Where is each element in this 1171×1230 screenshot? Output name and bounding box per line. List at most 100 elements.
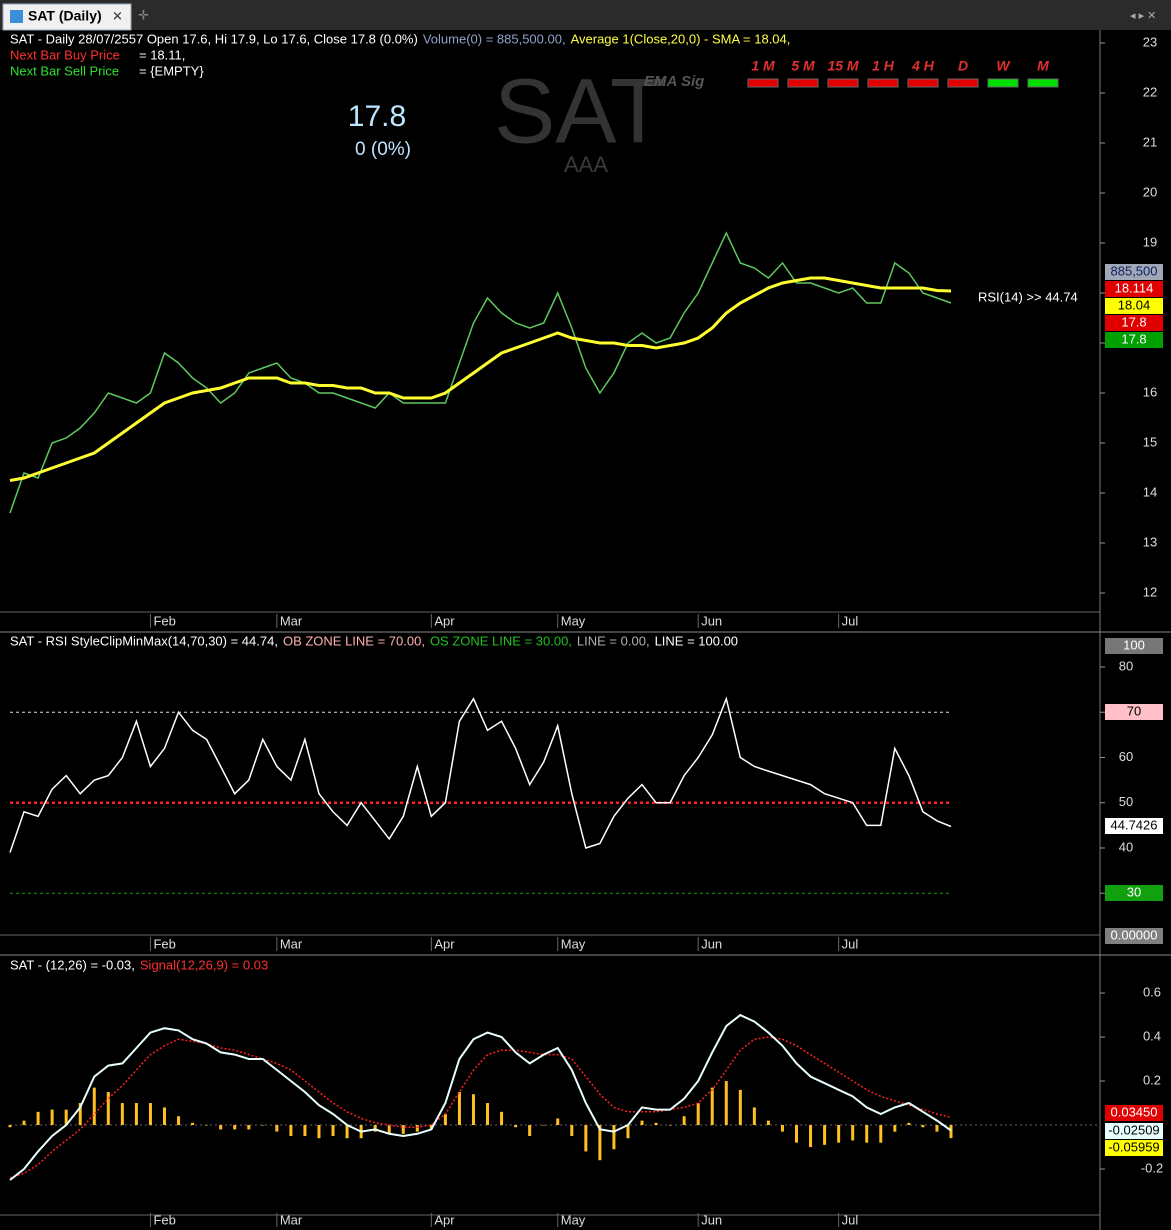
histogram-bar	[949, 1125, 953, 1139]
sell-value: = {EMPTY}	[139, 63, 204, 78]
histogram-bar	[837, 1125, 841, 1143]
panel-legend: OB ZONE LINE = 70.00,	[283, 633, 425, 648]
value-tag-label: 0.00000	[1111, 927, 1158, 942]
y-tick-label: 13	[1143, 534, 1157, 549]
histogram-bar	[612, 1125, 616, 1150]
histogram-bar	[542, 1125, 546, 1126]
signal-label: 5 M	[791, 58, 815, 74]
histogram-bar	[668, 1125, 672, 1126]
histogram-bar	[865, 1125, 869, 1143]
value-tag-label: 100	[1123, 637, 1145, 652]
value-tag-label: 18.114	[1115, 280, 1154, 295]
value-tag-label: -0.05959	[1108, 1139, 1159, 1154]
histogram-bar	[500, 1111, 504, 1126]
histogram-bar	[177, 1116, 181, 1126]
x-tick-label: Apr	[434, 613, 455, 628]
histogram-bar	[345, 1125, 349, 1139]
histogram-bar	[921, 1125, 925, 1128]
tab-close[interactable]: ✕	[112, 8, 123, 23]
histogram-bar	[373, 1125, 377, 1132]
sell-label: Next Bar Sell Price	[10, 63, 119, 78]
histogram-bar	[752, 1107, 756, 1126]
histogram-bar	[50, 1109, 54, 1126]
value-tag-label: 885,500	[1111, 263, 1158, 278]
histogram-bar	[795, 1125, 799, 1143]
y-tick-label: 16	[1143, 384, 1157, 399]
y-tick-label: 50	[1119, 794, 1133, 809]
x-tick-label: Feb	[153, 936, 175, 951]
panel-legend: SAT - RSI StyleClipMinMax(14,70,30) = 44…	[10, 633, 278, 648]
y-tick-label: 21	[1143, 134, 1157, 149]
buy-value: = 18.11,	[139, 47, 185, 62]
value-tag	[1105, 885, 1163, 901]
histogram-bar	[22, 1120, 26, 1126]
histogram-bar	[78, 1103, 82, 1126]
histogram-bar	[401, 1125, 405, 1134]
histogram-bar	[514, 1125, 518, 1128]
panel-legend: Average 1(Close,20,0) - SMA = 18.04,	[571, 31, 791, 46]
series-line	[9, 276, 952, 482]
histogram-bar	[387, 1125, 391, 1134]
tab-bar	[0, 0, 1171, 30]
x-tick-label: Jun	[701, 613, 722, 628]
x-tick-label: Apr	[434, 936, 455, 951]
tab-scroll[interactable]: ◂ ▸ ✕	[1130, 10, 1156, 22]
histogram-bar	[148, 1103, 152, 1126]
x-tick-label: Jun	[701, 936, 722, 951]
histogram-bar	[317, 1125, 321, 1139]
histogram-bar	[626, 1125, 630, 1139]
signal-box	[827, 78, 859, 88]
signal-label: 15 M	[827, 58, 858, 74]
histogram-bar	[809, 1125, 813, 1148]
signal-label: 4 H	[911, 58, 935, 74]
signal-box	[747, 78, 779, 88]
histogram-bar	[598, 1125, 602, 1161]
histogram-bar	[36, 1111, 40, 1126]
histogram-bar	[219, 1125, 223, 1130]
histogram-bar	[640, 1120, 644, 1126]
histogram-bar	[935, 1125, 939, 1132]
value-tag	[1105, 1105, 1163, 1121]
histogram-bar	[823, 1125, 827, 1145]
histogram-bar	[191, 1122, 195, 1126]
value-tag-label: 70	[1127, 703, 1141, 718]
signal-label: M	[1037, 58, 1049, 74]
y-tick-label: 22	[1143, 84, 1157, 99]
histogram-bar	[443, 1114, 447, 1126]
histogram-bar	[879, 1125, 883, 1143]
x-tick-label: Feb	[153, 1212, 175, 1227]
panel-legend: Signal(12,26,9) = 0.03	[140, 957, 268, 972]
y-tick-label: 0.6	[1143, 984, 1161, 999]
y-tick-label: -0.2	[1141, 1160, 1163, 1175]
y-tick-label: 0.2	[1143, 1072, 1161, 1087]
x-tick-label: Jun	[701, 1212, 722, 1227]
x-tick-label: May	[561, 1212, 586, 1227]
tab[interactable]	[2, 3, 132, 31]
value-tag-label: 17.8	[1121, 314, 1146, 329]
signal-label: 1 H	[872, 58, 895, 74]
tab-icon	[10, 10, 23, 23]
panel-legend: LINE = 0.00,	[577, 633, 650, 648]
x-tick-label: Jul	[842, 936, 859, 951]
histogram-bar	[289, 1125, 293, 1137]
value-tag	[1105, 638, 1163, 654]
y-tick-label: 60	[1119, 749, 1133, 764]
histogram-bar	[682, 1116, 686, 1126]
signal-label: W	[996, 58, 1011, 74]
histogram-bar	[780, 1125, 784, 1132]
histogram-bar	[233, 1125, 237, 1130]
series-line	[9, 1013, 952, 1181]
histogram-bar	[247, 1125, 251, 1130]
histogram-bar	[106, 1092, 110, 1126]
histogram-bar	[120, 1103, 124, 1126]
signal-label: 1 M	[751, 58, 775, 74]
symbol-sub: AAA	[564, 152, 608, 177]
value-tag	[1105, 1140, 1163, 1156]
x-tick-label: Mar	[280, 936, 303, 951]
new-tab[interactable]: ✛	[138, 7, 149, 22]
histogram-bar	[766, 1120, 770, 1126]
value-tag	[1105, 281, 1163, 297]
y-tick-label: 20	[1143, 184, 1157, 199]
histogram-bar	[556, 1118, 560, 1126]
histogram-bar	[162, 1107, 166, 1126]
